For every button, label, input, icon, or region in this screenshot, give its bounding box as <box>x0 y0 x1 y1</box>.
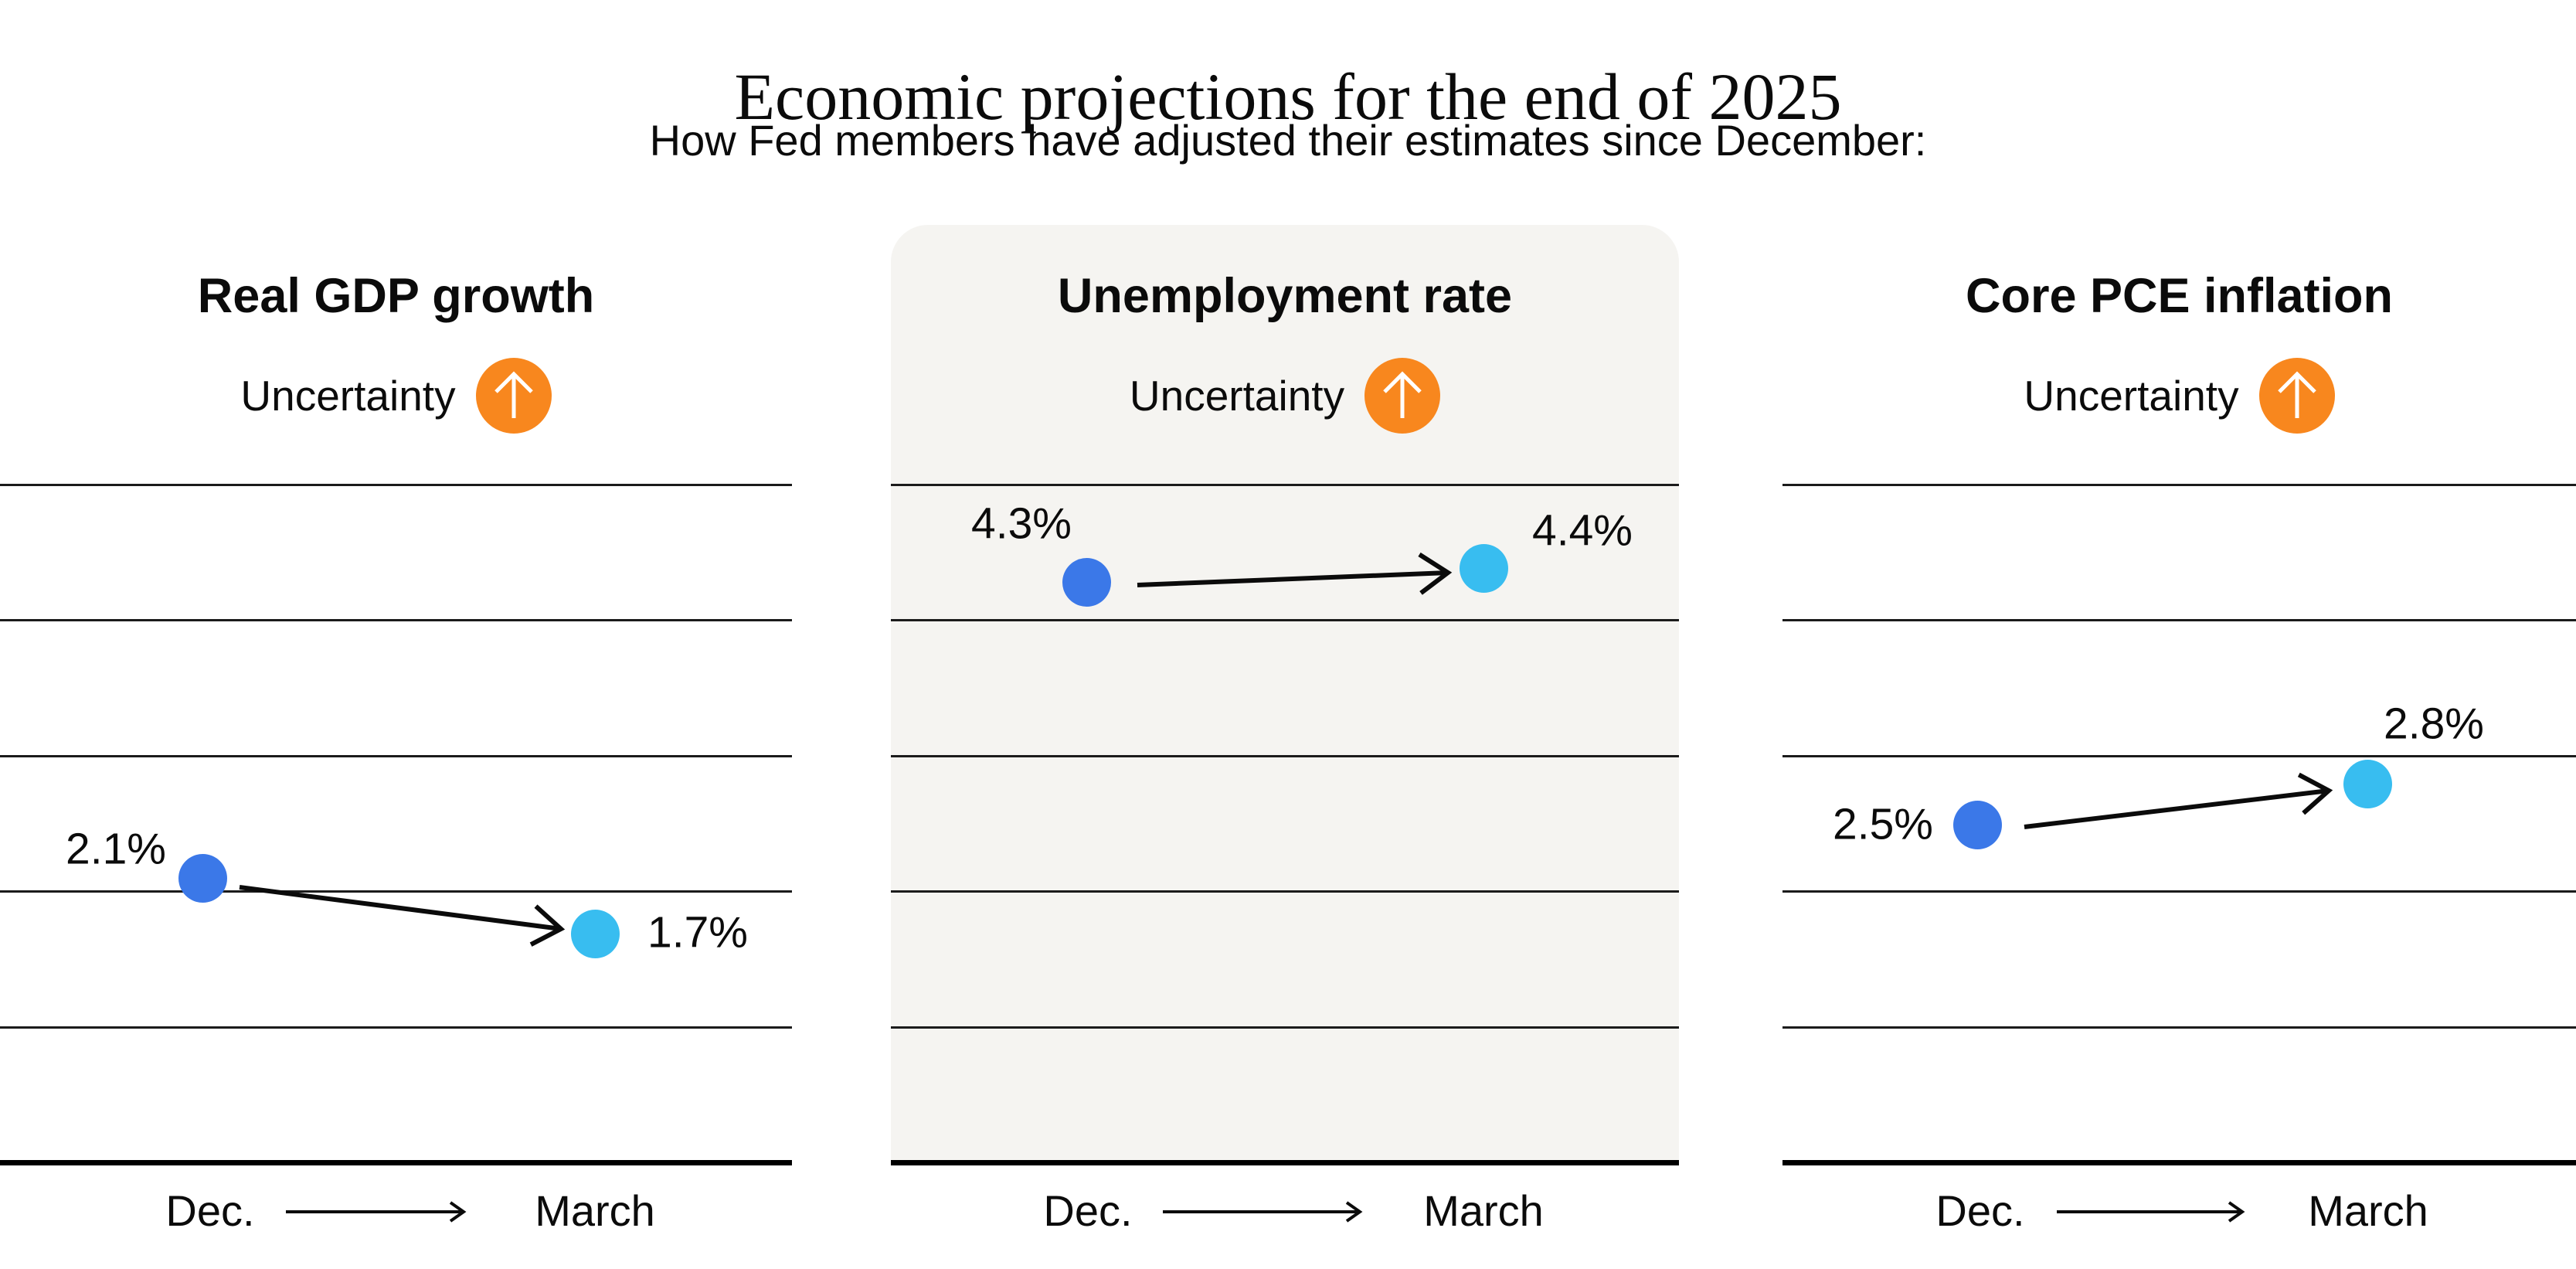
gdp-revision-arrow <box>239 885 566 947</box>
gridline <box>1782 484 2576 486</box>
panel-title: Unemployment rate <box>1057 269 1513 323</box>
page-title: Economic projections for the end of 2025 <box>734 59 1842 134</box>
x-axis-label-dec: Dec. <box>1043 1186 1133 1235</box>
panel-header-unemployment: Unemployment rate Uncertainty <box>891 272 1679 434</box>
gridline <box>891 890 1679 893</box>
gridline <box>0 890 792 893</box>
x-axis-label-dec: Dec. <box>1935 1186 2025 1235</box>
x-axis-label-dec: Dec. <box>165 1186 255 1235</box>
gridline <box>891 755 1679 757</box>
gridline <box>0 484 792 486</box>
gridline <box>891 1026 1679 1029</box>
panel-header-gdp: Real GDP growth Uncertainty <box>0 272 792 434</box>
uncertainty-label: Uncertainty <box>2024 372 2239 420</box>
x-axis-label-march: March <box>2308 1186 2428 1235</box>
gridline <box>1782 1026 2576 1029</box>
gridline <box>1782 890 2576 893</box>
unemployment-panel-background <box>891 225 1679 1162</box>
gridline <box>891 484 1679 486</box>
gridline <box>0 1026 792 1029</box>
x-axis-label-march: March <box>1423 1186 1544 1235</box>
unemployment-december-value: 4.3% <box>971 498 1072 549</box>
uncertainty-annotation: Uncertainty <box>891 358 1679 434</box>
unemployment-march-value: 4.4% <box>1532 505 1633 556</box>
gdp-march-dot <box>571 910 620 958</box>
uncertainty-label: Uncertainty <box>1129 372 1345 420</box>
gridline <box>0 619 792 621</box>
pce-december-value: 2.5% <box>1833 799 1933 849</box>
gdp-december-value: 2.1% <box>66 824 166 874</box>
x-axis-line <box>0 1160 792 1165</box>
uncertainty-up-arrow-icon <box>475 358 552 434</box>
uncertainty-annotation: Uncertainty <box>0 358 792 434</box>
pce-march-dot <box>2343 760 2392 808</box>
gdp-december-dot <box>178 854 227 903</box>
unemployment-march-dot <box>1460 544 1508 593</box>
panel-title: Core PCE inflation <box>1965 269 2394 323</box>
uncertainty-label: Uncertainty <box>240 372 456 420</box>
panel-header-pce: Core PCE inflation Uncertainty <box>1782 272 2576 434</box>
pce-march-value: 2.8% <box>2384 699 2484 749</box>
unemployment-december-dot <box>1062 558 1111 607</box>
gridline <box>0 755 792 757</box>
gridline <box>891 619 1679 621</box>
uncertainty-annotation: Uncertainty <box>1782 358 2576 434</box>
panel-title: Real GDP growth <box>197 269 595 323</box>
x-axis-label-march: March <box>535 1186 655 1235</box>
x-axis-line <box>891 1160 1679 1165</box>
gridline <box>1782 619 2576 621</box>
pce-december-dot <box>1953 801 2002 849</box>
x-axis-line <box>1782 1160 2576 1165</box>
gdp-march-value: 1.7% <box>647 907 748 958</box>
page-subtitle: How Fed members have adjusted their esti… <box>649 116 1927 165</box>
gridline <box>1782 755 2576 757</box>
uncertainty-up-arrow-icon <box>2258 358 2335 434</box>
uncertainty-up-arrow-icon <box>1364 358 1441 434</box>
pce-revision-arrow <box>2024 772 2333 829</box>
